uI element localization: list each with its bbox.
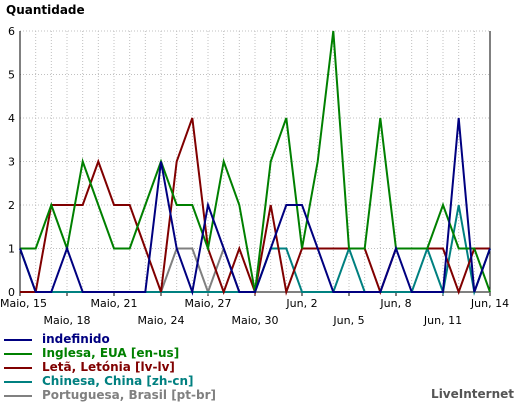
legend-swatch [4,353,32,355]
legend-item: Chinesa, China [zh-cn] [0,374,240,389]
y-axis-label: Quantidade [6,3,85,17]
x-tick-label: Jun, 5 [332,314,364,327]
y-tick-label: 3 [8,156,15,169]
x-tick-label: Maio, 30 [231,314,278,327]
y-tick-label: 6 [8,25,15,38]
legend-item: Portuguesa, Brasil [pt-br] [0,388,240,403]
legend-label: Inglesa, EUA [en-us] [42,346,180,360]
legend-item: indefinido [0,332,240,347]
x-tick-label: Jun, 2 [285,297,317,310]
legend-swatch [4,381,32,383]
y-tick-label: 4 [8,112,15,125]
legend-swatch [4,367,32,369]
series-line-0 [19,117,491,296]
y-tick-label: 5 [8,69,15,82]
credit-label: LiveInternet [431,387,514,401]
y-tick-label: 0 [8,286,15,299]
x-tick-label: Maio, 27 [184,297,231,310]
y-tick-label: 2 [8,199,15,212]
legend-label: Chinesa, China [zh-cn] [42,374,194,388]
legend-item: Letã, Letónia [lv-lv] [0,360,240,375]
legend-label: Portuguesa, Brasil [pt-br] [42,388,216,402]
x-tick-label: Maio, 24 [137,314,184,327]
x-tick-label: Maio, 15 [0,297,47,310]
y-tick-label: 1 [8,243,15,256]
x-tick-label: Jun, 14 [470,297,509,310]
legend-label: Letã, Letónia [lv-lv] [42,360,175,374]
legend-item: Inglesa, EUA [en-us] [0,346,240,361]
x-tick-label: Jun, 11 [423,314,462,327]
legend-swatch [4,395,32,397]
legend-label: indefinido [42,332,110,346]
legend-swatch [4,339,32,341]
x-tick-label: Maio, 18 [43,314,90,327]
x-tick-label: Maio, 21 [90,297,137,310]
x-tick-label: Jun, 8 [379,297,411,310]
